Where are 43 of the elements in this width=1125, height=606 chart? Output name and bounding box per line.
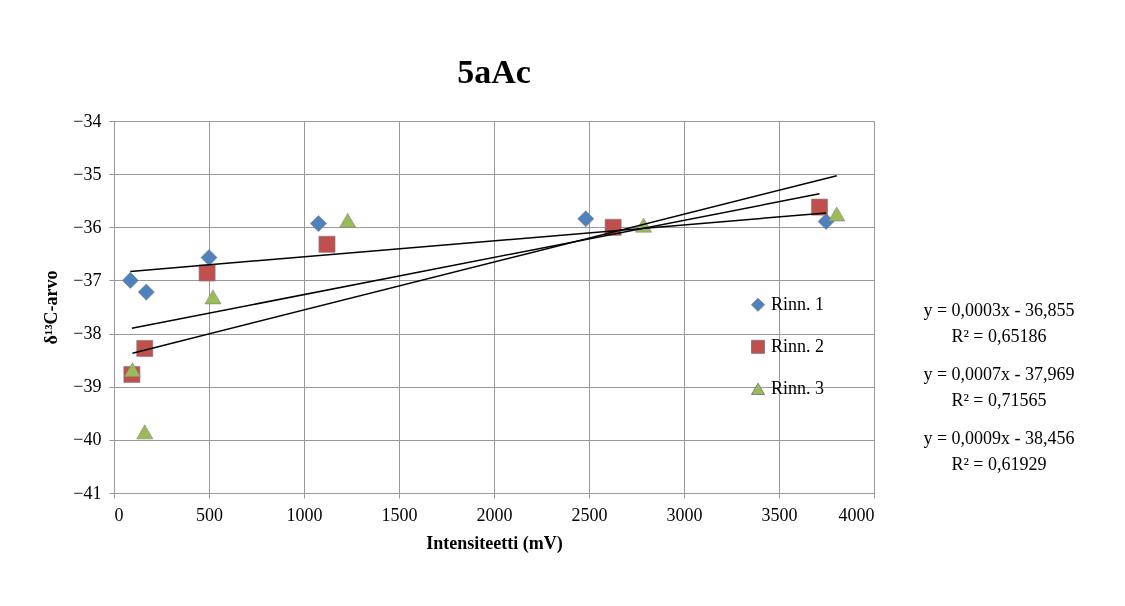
y-tick-label: −34 (73, 110, 102, 131)
point (136, 340, 154, 357)
y-tick-label: −38 (73, 323, 102, 344)
point (339, 213, 357, 228)
point (124, 362, 141, 377)
text: R² = 0,65186 (951, 326, 1047, 346)
point (136, 424, 154, 440)
x-tick-label: 4000 (838, 504, 875, 525)
y-tick-label: −36 (73, 216, 102, 237)
point (121, 272, 139, 289)
y-tick-label: −40 (73, 429, 102, 450)
point (204, 289, 222, 305)
x-tick-label: 3000 (666, 504, 703, 525)
text: R² = 0,61929 (951, 454, 1047, 474)
x-tick-label: 0 (114, 504, 124, 525)
chart-title: 5aAc (457, 53, 531, 90)
point (811, 198, 828, 216)
y-tick-label: −37 (73, 269, 102, 290)
text: R² = 0,71565 (951, 390, 1047, 410)
point (828, 206, 846, 222)
legend-label: Rinn. 3 (771, 377, 825, 398)
legend-label: Rinn. 1 (771, 293, 825, 314)
point (318, 235, 336, 253)
x-tick-label: 500 (196, 504, 223, 525)
y-tick-label: −39 (73, 376, 102, 397)
point (137, 283, 155, 301)
point (198, 264, 216, 282)
x-tick-label: 1500 (381, 504, 418, 525)
y-tick-label: −41 (73, 482, 102, 503)
text: y = 0,0009x - 38,456 (923, 428, 1075, 448)
x-tick-label: 2000 (476, 504, 513, 525)
x-tick-label: 2500 (571, 504, 608, 525)
y-axis-title: δ¹³C-arvo (41, 270, 62, 345)
point (310, 215, 327, 232)
y-tick-label: −35 (73, 163, 102, 184)
point (577, 210, 595, 228)
x-tick-label: 1000 (286, 504, 323, 525)
text: y = 0,0007x - 37,969 (923, 364, 1075, 384)
legend-label: Rinn. 2 (771, 335, 825, 356)
x-tick-label: 3500 (761, 504, 798, 525)
point (200, 249, 218, 266)
x-axis-title: Intensiteetti (mV) (426, 532, 563, 554)
text: y = 0,0003x - 36,855 (923, 300, 1075, 320)
